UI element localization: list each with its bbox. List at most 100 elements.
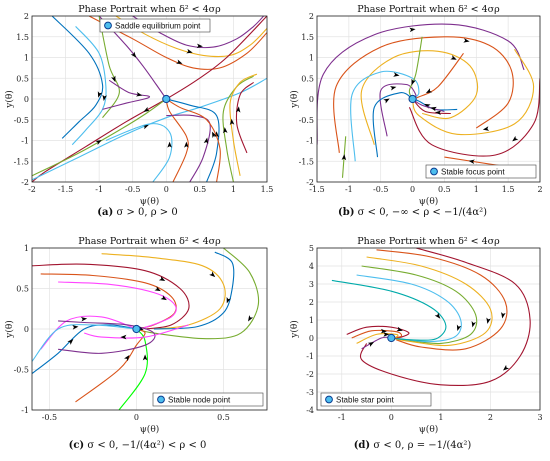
axes-frame bbox=[316, 15, 541, 183]
trajectory-14 bbox=[166, 98, 220, 182]
x-tick-label: 0 bbox=[410, 185, 415, 194]
y-tick-label: 2 bbox=[309, 298, 314, 307]
direction-arrow bbox=[409, 27, 416, 33]
x-tick-label: 2 bbox=[488, 413, 493, 422]
caption-a: (a) σ > 0, ρ > 0 bbox=[0, 207, 275, 218]
direction-arrow bbox=[435, 110, 442, 116]
direction-arrow bbox=[184, 141, 189, 148]
y-tick-label: 2 bbox=[309, 12, 314, 21]
legend-marker bbox=[104, 21, 112, 30]
curves bbox=[32, 248, 260, 410]
direction-arrow bbox=[97, 91, 103, 98]
x-tick-label: -1 bbox=[95, 185, 103, 194]
y-tick-label: 0 bbox=[309, 334, 314, 343]
y-axis-label: y(θ) bbox=[289, 320, 300, 339]
direction-arrow bbox=[124, 354, 130, 362]
x-axis-label: ψ(θ) bbox=[419, 196, 439, 207]
y-tick-label: -2 bbox=[306, 370, 314, 379]
trajectory-1 bbox=[88, 16, 267, 70]
direction-arrow bbox=[486, 317, 491, 324]
direction-arrow bbox=[390, 86, 397, 91]
chart-1: -1.5 -1 -0.5 0 0.5 1 1.5 2-2-1.5-1-0.500.511.52… bbox=[289, 4, 543, 207]
axes-frame bbox=[316, 247, 541, 411]
direction-arrow bbox=[471, 321, 477, 328]
trajectory-16 bbox=[222, 75, 254, 182]
x-tick-label: -1.5 bbox=[58, 185, 73, 194]
x-tick-label: 0 bbox=[164, 185, 169, 194]
equilibrium-point bbox=[162, 94, 171, 104]
trajectory-6 bbox=[32, 324, 137, 375]
x-tick-label: 2 bbox=[537, 185, 542, 194]
axes-frame bbox=[31, 15, 268, 183]
direction-arrow bbox=[450, 55, 457, 60]
x-tick-label: 1 bbox=[474, 185, 479, 194]
x-tick-label: 1 bbox=[438, 413, 443, 422]
direction-arrow bbox=[186, 48, 193, 54]
direction-arrow bbox=[434, 312, 441, 319]
chart-title: Phase Portrait when δ² < 4σρ bbox=[357, 4, 500, 15]
y-tick-label: -0.5 bbox=[14, 116, 29, 125]
y-tick-label: -1 bbox=[21, 137, 29, 146]
caption-b-tag: (b) bbox=[337, 207, 355, 218]
x-tick-label: 0.5 bbox=[438, 185, 451, 194]
y-tick-label: -0.5 bbox=[14, 366, 29, 375]
y-tick-label: 0.5 bbox=[16, 285, 29, 294]
trajectory-2 bbox=[366, 256, 493, 347]
legend-label: Stable focus point bbox=[441, 168, 505, 177]
direction-arrow bbox=[501, 312, 506, 319]
trajectory-4 bbox=[71, 26, 107, 146]
direction-arrow bbox=[503, 364, 510, 371]
equilibrium-point bbox=[408, 94, 417, 104]
legend-box bbox=[99, 18, 211, 33]
trajectory-11 bbox=[58, 320, 156, 354]
y-tick-label: 1 bbox=[24, 244, 29, 253]
x-tick-label: 0 bbox=[134, 413, 139, 422]
y-tick-label: 1 bbox=[309, 316, 314, 325]
direction-arrow bbox=[203, 137, 209, 144]
trajectory-0 bbox=[98, 16, 167, 100]
y-tick-label: -1.5 bbox=[14, 157, 29, 166]
y-tick-label: -1.5 bbox=[299, 157, 314, 166]
direction-arrow bbox=[111, 75, 116, 83]
direction-arrow bbox=[226, 297, 231, 304]
y-tick-label: 0 bbox=[309, 95, 314, 104]
caption-d: (d) σ < 0, ρ = −1/(4α²) bbox=[275, 440, 550, 451]
trajectory-17 bbox=[229, 73, 258, 176]
trajectory-10 bbox=[118, 328, 148, 410]
y-axis-label: y(θ) bbox=[4, 90, 15, 109]
trajectory-1 bbox=[376, 249, 508, 351]
trajectory-11 bbox=[105, 123, 173, 182]
direction-arrow bbox=[209, 271, 216, 278]
direction-arrow bbox=[167, 141, 172, 148]
x-axis-label: ψ(θ) bbox=[140, 424, 160, 435]
legend-box bbox=[425, 164, 537, 179]
x-tick-label: -1 bbox=[338, 413, 346, 422]
chart-title: Phase Portrait when δ² < 4σρ bbox=[78, 236, 221, 247]
y-tick-label: 5 bbox=[309, 244, 314, 253]
direction-arrow bbox=[411, 78, 416, 86]
direction-arrow bbox=[468, 159, 475, 165]
caption-d-text: σ < 0, ρ = −1/(4α²) bbox=[373, 440, 472, 451]
trajectory-3 bbox=[350, 70, 420, 162]
direction-arrow bbox=[143, 106, 150, 112]
y-tick-label: 1.5 bbox=[301, 33, 314, 42]
legend: Stable star point bbox=[320, 392, 432, 407]
direction-arrow bbox=[383, 332, 390, 337]
legend: Stable focus point bbox=[425, 164, 537, 179]
trajectory-8 bbox=[32, 324, 137, 362]
equilibrium-point bbox=[132, 324, 141, 334]
y-tick-label: -2 bbox=[21, 178, 29, 187]
y-tick-label: 1.5 bbox=[16, 33, 29, 42]
x-tick-label: 1.5 bbox=[502, 185, 515, 194]
x-tick-label: 3 bbox=[537, 413, 542, 422]
direction-arrow bbox=[196, 43, 203, 49]
direction-arrow bbox=[67, 339, 74, 345]
x-tick-label: -0.5 bbox=[42, 413, 57, 422]
x-tick-label: -0.5 bbox=[125, 185, 140, 194]
y-tick-label: -2 bbox=[306, 178, 314, 187]
x-tick-label: 1.5 bbox=[261, 185, 274, 194]
direction-arrow bbox=[383, 98, 390, 104]
trajectory-0 bbox=[359, 248, 531, 387]
y-tick-label: -3 bbox=[306, 388, 314, 397]
